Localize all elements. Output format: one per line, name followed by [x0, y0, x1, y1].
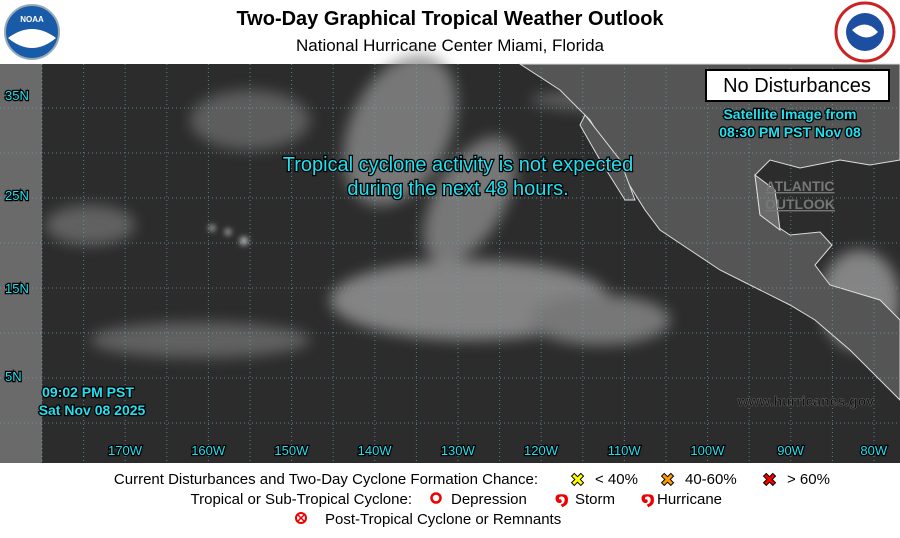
- legend-item: Storm: [575, 491, 615, 508]
- longitude-labels: 170W 160W 150W 140W 130W 120W 110W 100W 90W 80W: [107, 442, 889, 460]
- legend-icon: ✖: [660, 470, 675, 490]
- legend-icon: [297, 514, 305, 522]
- longitude-label: 80W: [860, 443, 887, 458]
- website: www.hurricanes.gov: [737, 393, 875, 409]
- satellite-info: Satellite Image from: [723, 106, 856, 122]
- legend-icon: ✖: [570, 470, 585, 490]
- timestamp: 09:02 PM PST: [42, 384, 134, 400]
- status-text: No Disturbances: [723, 75, 871, 97]
- legend-item: < 40%: [595, 471, 638, 488]
- title: Two-Day Graphical Tropical Weather Outlo…: [236, 8, 664, 30]
- legend-label: Current Disturbances and Two-Day Cyclone…: [114, 471, 538, 488]
- legend-icon: ໑: [641, 489, 655, 509]
- legend-item: > 60%: [787, 471, 830, 488]
- noaa-logo: NOAA: [4, 4, 60, 60]
- noaa-logo-text: NOAA: [20, 15, 44, 24]
- status-box: No Disturbances: [705, 69, 890, 102]
- longitude-label: 160W: [191, 443, 226, 458]
- longitude-label: 100W: [690, 443, 725, 458]
- nws-logo: [834, 1, 896, 63]
- satellite-info: 08:30 PM PST Nov 08: [719, 124, 861, 140]
- coastlines: [518, 63, 900, 401]
- legend-icon: ໑: [555, 489, 569, 509]
- atlantic-outlook-link[interactable]: ATLANTIC: [766, 178, 835, 194]
- timestamp: Sat Nov 08 2025: [39, 402, 146, 418]
- longitude-label: 170W: [108, 443, 143, 458]
- legend: Current Disturbances and Two-Day Cyclone…: [114, 470, 830, 529]
- latitude-label: 25N: [5, 188, 29, 203]
- legend-item: Post-Tropical Cyclone or Remnants: [325, 511, 561, 528]
- outlook-message: during the next 48 hours.: [347, 178, 568, 200]
- outlook-message: Tropical cyclone activity is not expecte…: [283, 154, 634, 176]
- latitude-label: 5N: [5, 369, 22, 384]
- latitude-label: 35N: [5, 88, 29, 103]
- satellite-map: [0, 54, 900, 463]
- longitude-label: 130W: [441, 443, 476, 458]
- longitude-label: 140W: [358, 443, 393, 458]
- latitude-labels: 35N 25N 15N 5N: [4, 87, 30, 386]
- longitude-label: 120W: [524, 443, 559, 458]
- grid: [0, 64, 900, 463]
- longitude-label: 110W: [608, 443, 642, 458]
- atlantic-outlook-link[interactable]: OUTLOOK: [765, 196, 835, 212]
- legend-item: Hurricane: [657, 491, 722, 508]
- legend-item: Depression: [451, 491, 527, 508]
- subtitle: National Hurricane Center Miami, Florida: [296, 36, 605, 55]
- longitude-label: 150W: [274, 443, 309, 458]
- legend-label: Tropical or Sub-Tropical Cyclone:: [191, 491, 412, 508]
- legend-icon: ✖: [762, 470, 777, 490]
- longitude-label: 90W: [777, 443, 804, 458]
- latitude-label: 15N: [5, 281, 29, 296]
- legend-icon: [430, 492, 442, 504]
- legend-item: 40-60%: [685, 471, 737, 488]
